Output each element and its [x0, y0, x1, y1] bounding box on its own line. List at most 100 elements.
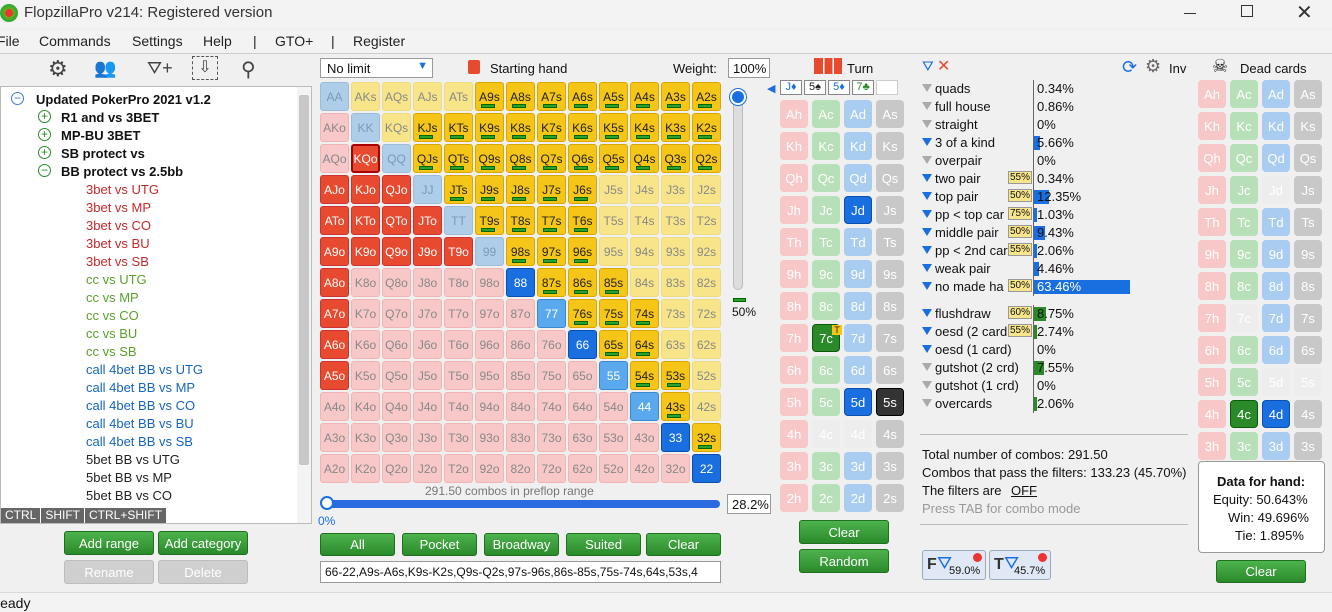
- hand-cell[interactable]: Q4o: [382, 392, 411, 421]
- card-cell[interactable]: 6d: [1262, 336, 1290, 364]
- card-cell[interactable]: 9d: [844, 260, 872, 288]
- search-icon[interactable]: ⚲: [241, 59, 256, 81]
- tree-root[interactable]: Updated PokerPro 2021 v1.2: [36, 92, 211, 107]
- stat-badge[interactable]: 60%: [1008, 306, 1033, 319]
- hand-cell[interactable]: 88: [506, 268, 535, 297]
- hand-cell[interactable]: K8s: [506, 113, 535, 142]
- hand-cell[interactable]: 42o: [630, 454, 659, 483]
- hand-cell[interactable]: 52s: [692, 361, 721, 390]
- hand-cell[interactable]: 44: [630, 392, 659, 421]
- card-cell[interactable]: 6h: [1198, 336, 1226, 364]
- stat-badge[interactable]: 50%: [1008, 279, 1033, 292]
- menu-register[interactable]: Register: [353, 33, 406, 49]
- hand-cell[interactable]: Q6s: [568, 144, 597, 173]
- hand-cell[interactable]: K7s: [537, 113, 566, 142]
- hand-cell[interactable]: AQs: [382, 82, 411, 111]
- hand-cell[interactable]: KQo: [351, 144, 380, 173]
- card-cell[interactable]: 7h: [780, 324, 808, 352]
- card-cell[interactable]: Qh: [1198, 144, 1226, 172]
- board-card[interactable]: 5♦: [828, 80, 850, 95]
- tree-folder[interactable]: R1 and vs 3BET: [61, 110, 160, 125]
- card-cell[interactable]: 2c: [812, 484, 840, 512]
- close-icon[interactable]: ✕: [1296, 2, 1313, 24]
- hand-cell[interactable]: KK: [351, 113, 380, 142]
- hand-cell[interactable]: 87o: [506, 299, 535, 328]
- card-cell[interactable]: Jh: [1198, 176, 1226, 204]
- hand-cell[interactable]: 74o: [537, 392, 566, 421]
- hand-cell[interactable]: 22: [692, 454, 721, 483]
- card-cell[interactable]: 4c: [812, 420, 840, 448]
- tree-item[interactable]: 5bet BB vs UTG: [86, 452, 180, 467]
- hand-cell[interactable]: K9o: [351, 237, 380, 266]
- card-cell[interactable]: As: [1294, 80, 1322, 108]
- card-cell[interactable]: 5h: [1198, 368, 1226, 396]
- hand-cell[interactable]: A6s: [568, 82, 597, 111]
- tree-item[interactable]: call 4bet BB vs MP: [86, 380, 196, 395]
- range-text-input[interactable]: 66-22,A9s-A6s,K9s-K2s,Q9s-Q2s,97s-96s,86…: [320, 561, 721, 583]
- weight-slider-knob[interactable]: [730, 89, 746, 105]
- import-icon[interactable]: ⇩: [192, 56, 218, 80]
- hand-cell[interactable]: JTo: [413, 206, 442, 235]
- hand-cell[interactable]: T9s: [475, 206, 504, 235]
- card-cell[interactable]: Ks: [1294, 112, 1322, 140]
- hand-cell[interactable]: Q7s: [537, 144, 566, 173]
- filter-icon[interactable]: ⛛: [922, 58, 934, 74]
- hand-cell[interactable]: AKo: [320, 113, 349, 142]
- stat-badge[interactable]: 55%: [1008, 243, 1033, 256]
- hand-cell[interactable]: 76o: [537, 330, 566, 359]
- hand-cell[interactable]: 53s: [661, 361, 690, 390]
- hand-cell[interactable]: 95o: [475, 361, 504, 390]
- board-card[interactable]: 7♣: [852, 80, 874, 95]
- card-cell[interactable]: 5s: [1294, 368, 1322, 396]
- hand-cell[interactable]: 64s: [630, 330, 659, 359]
- card-cell[interactable]: As: [876, 100, 904, 128]
- card-cell[interactable]: Tc: [812, 228, 840, 256]
- card-cell[interactable]: Ks: [876, 132, 904, 160]
- tree-item[interactable]: 5bet BB vs MP: [86, 470, 172, 485]
- card-cell[interactable]: 9h: [1198, 240, 1226, 268]
- row-filter-icon[interactable]: [922, 192, 932, 200]
- card-cell[interactable]: 8h: [1198, 272, 1226, 300]
- users-icon[interactable]: 👥: [94, 58, 117, 78]
- hand-cell[interactable]: T7o: [444, 299, 473, 328]
- hand-cell[interactable]: 85s: [599, 268, 628, 297]
- row-filter-icon[interactable]: [922, 228, 932, 236]
- hand-cell[interactable]: 94s: [630, 237, 659, 266]
- hand-cell[interactable]: 72s: [692, 299, 721, 328]
- card-cell[interactable]: 4d: [844, 420, 872, 448]
- card-cell[interactable]: Jd: [1262, 176, 1290, 204]
- tree-item[interactable]: cc vs MP: [86, 290, 139, 305]
- stat-badge[interactable]: 50%: [1008, 189, 1033, 202]
- tree-item[interactable]: 3bet vs UTG: [86, 182, 159, 197]
- card-cell[interactable]: 3h: [780, 452, 808, 480]
- hand-cell[interactable]: 73o: [537, 423, 566, 452]
- card-cell[interactable]: Jc: [1230, 176, 1258, 204]
- hand-cell[interactable]: AJs: [413, 82, 442, 111]
- hand-cell[interactable]: QQ: [382, 144, 411, 173]
- card-cell[interactable]: 5d: [1262, 368, 1290, 396]
- card-cell[interactable]: 9c: [812, 260, 840, 288]
- hand-cell[interactable]: K8o: [351, 268, 380, 297]
- hand-cell[interactable]: 94o: [475, 392, 504, 421]
- card-cell[interactable]: 5c: [1230, 368, 1258, 396]
- board-card[interactable]: 5♠: [804, 80, 826, 95]
- menu-gto[interactable]: GTO+: [275, 33, 314, 49]
- card-cell[interactable]: Jh: [780, 196, 808, 224]
- hand-cell[interactable]: Q4s: [630, 144, 659, 173]
- card-cell[interactable]: 2d: [844, 484, 872, 512]
- hand-cell[interactable]: A3s: [661, 82, 690, 111]
- card-cell[interactable]: 8s: [1294, 272, 1322, 300]
- tree-item[interactable]: 3bet vs SB: [86, 254, 149, 269]
- card-cell[interactable]: 9d: [1262, 240, 1290, 268]
- hand-cell[interactable]: QJo: [382, 175, 411, 204]
- card-cell[interactable]: 8h: [780, 292, 808, 320]
- hand-cell[interactable]: 43s: [661, 392, 690, 421]
- card-cell[interactable]: 8d: [1262, 272, 1290, 300]
- card-cell[interactable]: 4s: [1294, 400, 1322, 428]
- row-filter-icon[interactable]: [922, 102, 932, 110]
- row-filter-icon[interactable]: [922, 345, 932, 353]
- row-filter-icon[interactable]: [922, 84, 932, 92]
- card-cell[interactable]: 4h: [1198, 400, 1226, 428]
- hand-cell[interactable]: A7s: [537, 82, 566, 111]
- hand-cell[interactable]: 43o: [630, 423, 659, 452]
